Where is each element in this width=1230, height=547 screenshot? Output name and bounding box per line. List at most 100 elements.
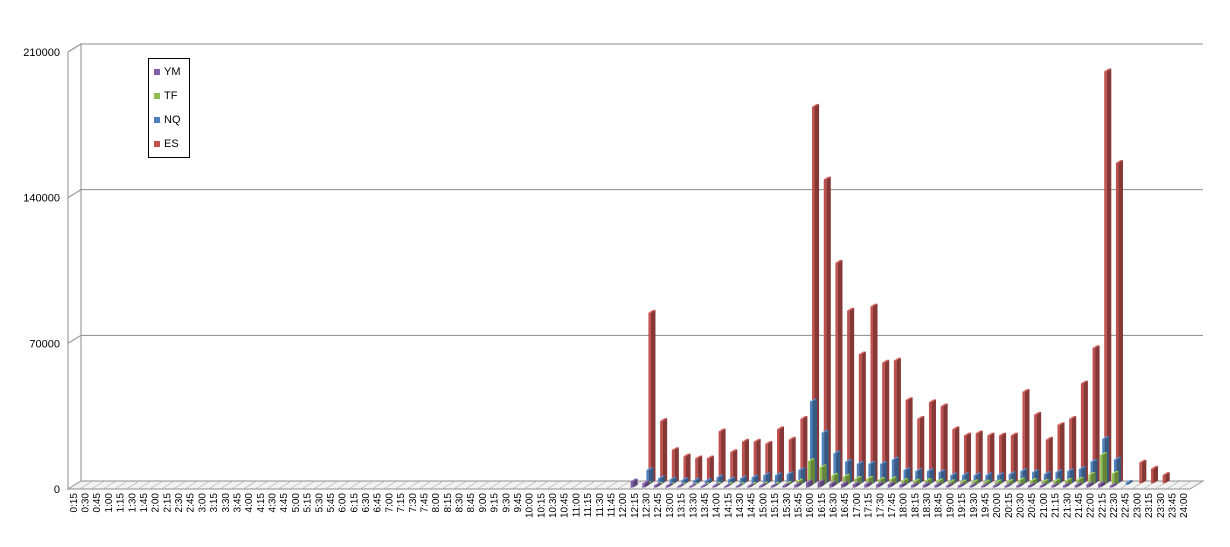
bar-es-23:30 — [1162, 472, 1170, 484]
bar-ym-15:30 — [782, 482, 790, 488]
x-tick-label: 5:00 — [291, 493, 302, 513]
bar-es-19:00 — [952, 426, 960, 484]
legend-swatch-es — [154, 141, 160, 147]
x-tick-label: 13:45 — [700, 493, 711, 518]
bars — [630, 68, 1170, 488]
x-tick-label: 21:45 — [1074, 493, 1085, 518]
bar-ym-12:30 — [642, 480, 650, 488]
bar-nq-15:15 — [774, 472, 782, 485]
x-tick-label: 17:45 — [887, 493, 898, 518]
x-tick-label: 13:00 — [665, 493, 676, 518]
x-tick-label: 8:30 — [455, 493, 466, 513]
x-tick-label: 3:15 — [209, 493, 220, 513]
x-tick-label: 14:45 — [747, 493, 758, 518]
x-tick-label: 22:15 — [1097, 493, 1108, 518]
x-tick-label: 10:30 — [548, 493, 559, 518]
x-tick-label: 1:30 — [127, 493, 138, 513]
bar-es-14:00 — [718, 428, 726, 484]
x-tick-label: 16:00 — [805, 493, 816, 518]
bar-es-19:30 — [975, 430, 983, 484]
x-tick-label: 1:15 — [116, 493, 127, 513]
bar-es-12:30 — [648, 309, 656, 484]
bar-ym-12:15 — [630, 478, 638, 488]
x-tick-label: 18:15 — [910, 493, 921, 518]
x-tick-label: 0:45 — [92, 493, 103, 513]
bar-ym-17:45 — [887, 481, 895, 488]
x-tick-label: 7:30 — [408, 493, 419, 513]
bar-ym-20:00 — [992, 483, 1000, 488]
bar-es-22:00 — [1092, 345, 1100, 484]
x-tick-label: 4:45 — [279, 493, 290, 513]
bar-ym-17:15 — [864, 481, 872, 488]
x-tick-label: 7:15 — [396, 493, 407, 513]
bar-ym-14:30 — [735, 483, 743, 488]
x-tick-label: 4:30 — [268, 493, 279, 513]
bar-es-21:45 — [1080, 380, 1088, 484]
bar-es-18:45 — [940, 403, 948, 484]
bar-es-13:30 — [695, 455, 703, 484]
x-tick-label: 18:00 — [899, 493, 910, 518]
bar-es-17:45 — [893, 357, 901, 484]
y-tick-label: 70000 — [29, 338, 60, 350]
bar-ym-17:30 — [876, 481, 884, 488]
bar-es-13:45 — [706, 455, 714, 484]
bar-ym-22:15 — [1098, 480, 1106, 488]
x-tick-label: 20:45 — [1027, 493, 1038, 518]
bar-tf-22:30 — [1111, 470, 1119, 487]
bar-es-20:15 — [1010, 432, 1018, 484]
bar-es-15:45 — [800, 415, 808, 484]
legend-label-nq: NQ — [164, 114, 181, 126]
x-tick-label: 21:30 — [1062, 493, 1073, 518]
bar-ym-13:45 — [700, 483, 708, 488]
bar-ym-18:00 — [899, 482, 907, 488]
bar-es-23:15 — [1151, 465, 1159, 484]
bar-es-17:15 — [870, 303, 878, 484]
legend-label-es: ES — [164, 138, 179, 150]
x-axis-tick-labels: 0:15 0:30 0:45 1:00 1:15 1:30 1:45 2:00 2:15 2:30… — [69, 493, 1190, 518]
x-tick-label: 13:30 — [688, 493, 699, 518]
x-tick-label: 2:00 — [151, 493, 162, 513]
x-tick-label: 23:00 — [1132, 493, 1143, 518]
x-tick-label: 16:30 — [829, 493, 840, 518]
x-tick-label: 4:15 — [256, 493, 267, 513]
bar-ym-21:00 — [1039, 483, 1047, 488]
bar-ym-19:45 — [981, 483, 989, 488]
bar-ym-14:15 — [724, 483, 732, 488]
x-tick-label: 5:45 — [326, 493, 337, 513]
x-tick-label: 19:15 — [957, 493, 968, 518]
bar-es-13:00 — [671, 447, 679, 484]
bar-nq-12:30 — [646, 467, 654, 485]
bar-ym-14:45 — [747, 483, 755, 488]
x-tick-label: 8:00 — [431, 493, 442, 513]
legend-item-ym: YM — [154, 65, 181, 79]
y-axis-tick-labels: 0 70000 140000 210000 — [23, 47, 60, 496]
gridlines — [67, 43, 1203, 490]
x-tick-label: 18:45 — [934, 493, 945, 518]
x-tick-label: 6:15 — [349, 493, 360, 513]
bar-es-23:00 — [1139, 459, 1147, 484]
bar-es-18:00 — [905, 397, 913, 484]
bar-ym-16:00 — [805, 479, 813, 488]
bar-ym-19:30 — [969, 483, 977, 488]
x-tick-label: 17:30 — [875, 493, 886, 518]
bar-ym-19:15 — [957, 482, 965, 488]
bar-ym-18:45 — [934, 482, 942, 488]
bar-ym-13:30 — [689, 483, 697, 488]
bar-ym-20:15 — [1004, 483, 1012, 488]
x-tick-label: 22:30 — [1109, 493, 1120, 518]
bar-ym-18:30 — [922, 482, 930, 488]
bar-ym-17:00 — [852, 481, 860, 488]
x-tick-label: 22:00 — [1086, 493, 1097, 518]
gridline — [67, 43, 1203, 53]
x-tick-label: 11:00 — [571, 493, 582, 518]
bar-es-13:15 — [683, 453, 691, 484]
bar-es-12:45 — [660, 418, 668, 484]
x-tick-label: 9:30 — [501, 493, 512, 513]
bar-es-22:15 — [1104, 68, 1112, 484]
bar-es-21:30 — [1069, 415, 1077, 484]
x-tick-label: 19:00 — [945, 493, 956, 518]
bar-es-19:15 — [964, 432, 972, 484]
bar-es-21:15 — [1057, 422, 1065, 484]
x-tick-label: 8:15 — [443, 493, 454, 513]
